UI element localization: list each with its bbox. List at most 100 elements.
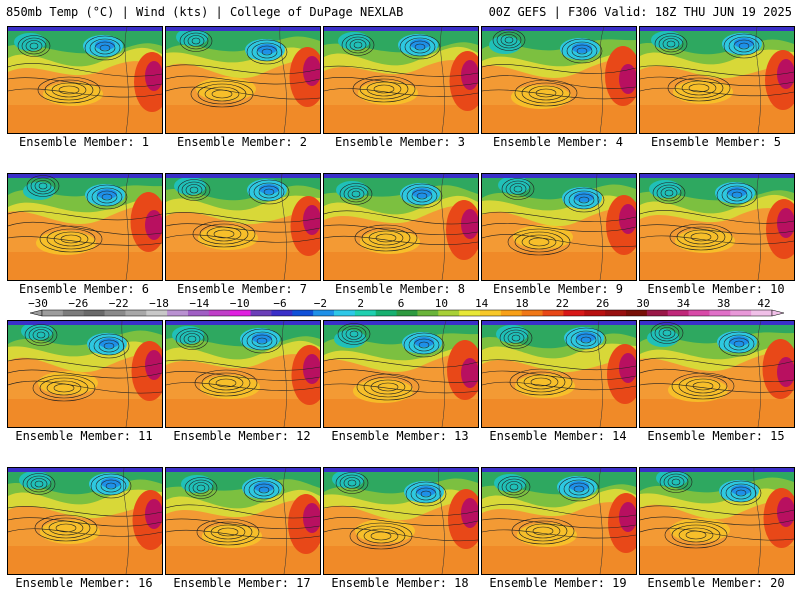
colorbar-swatch <box>62 310 85 316</box>
temperature-field <box>324 174 478 280</box>
ensemble-member-map <box>165 173 321 281</box>
colorbar-swatch <box>521 310 544 316</box>
temperature-field <box>640 321 794 427</box>
ensemble-member-map <box>639 26 795 134</box>
colorbar-swatch <box>709 310 731 316</box>
ensemble-member-map <box>639 320 795 428</box>
temperature-field <box>482 174 636 280</box>
ensemble-member-map <box>7 26 163 134</box>
colorbar-tick-label: −14 <box>189 298 209 310</box>
colorbar-swatch <box>605 310 627 316</box>
colorbar-tick-label: 2 <box>357 298 364 310</box>
colorbar-swatch <box>646 310 669 316</box>
colorbar-swatch <box>396 310 418 316</box>
colorbar-swatch <box>83 310 106 316</box>
colorbar-high-arrow <box>771 309 785 317</box>
colorbar-swatch <box>480 310 502 316</box>
member-label: Ensemble Member: 14 <box>489 429 627 443</box>
ensemble-member-map <box>323 467 479 575</box>
member-label: Ensemble Member: 9 <box>492 282 624 296</box>
member-label: Ensemble Member: 15 <box>647 429 785 443</box>
colorbar-tick-label: −22 <box>109 298 129 310</box>
colorbar-swatch <box>104 310 126 316</box>
member-label: Ensemble Member: 20 <box>647 576 785 590</box>
ensemble-member-map <box>7 173 163 281</box>
member-label: Ensemble Member: 1 <box>18 135 150 149</box>
ensemble-member-map <box>323 173 479 281</box>
colorbar-tick-label: 42 <box>757 298 770 310</box>
ensemble-member-map <box>7 467 163 575</box>
colorbar-tick-label: −18 <box>149 298 169 310</box>
ensemble-member-map <box>323 26 479 134</box>
ensemble-member-map <box>165 320 321 428</box>
member-label: Ensemble Member: 3 <box>334 135 466 149</box>
colorbar-swatch <box>500 310 523 316</box>
colorbar-swatch <box>375 310 398 316</box>
colorbar-swatch <box>667 310 690 316</box>
temperature-field <box>8 174 162 280</box>
temperature-field <box>166 174 320 280</box>
colorbar-swatch <box>208 310 231 316</box>
member-label: Ensemble Member: 17 <box>173 576 311 590</box>
colorbar-swatch <box>188 310 210 316</box>
ensemble-member-map <box>481 26 637 134</box>
temperature-field <box>640 468 794 574</box>
colorbar-tick-label: −6 <box>273 298 286 310</box>
member-label: Ensemble Member: 5 <box>650 135 782 149</box>
ensemble-member-map <box>165 467 321 575</box>
ensemble-member-map <box>639 467 795 575</box>
member-label: Ensemble Member: 16 <box>15 576 153 590</box>
colorbar-swatch <box>459 310 481 316</box>
colorbar-swatch <box>730 310 752 316</box>
temperature-field <box>640 174 794 280</box>
colorbar-swatch <box>313 310 335 316</box>
colorbar-swatch <box>250 310 272 316</box>
temperature-field <box>8 321 162 427</box>
colorbar-swatch <box>334 310 356 316</box>
member-label: Ensemble Member: 13 <box>331 429 469 443</box>
colorbar-swatch <box>626 310 648 316</box>
temperature-field <box>324 27 478 133</box>
ensemble-member-map <box>323 320 479 428</box>
member-label: Ensemble Member: 2 <box>176 135 308 149</box>
colorbar-tick-label: −10 <box>230 298 250 310</box>
temperature-field <box>8 27 162 133</box>
colorbar-swatch <box>542 310 564 316</box>
colorbar-swatch <box>751 310 773 316</box>
temperature-field <box>324 468 478 574</box>
colorbar-tick-label: 38 <box>717 298 730 310</box>
colorbar-swatch <box>688 310 710 316</box>
temperature-field <box>166 468 320 574</box>
member-label: Ensemble Member: 4 <box>492 135 624 149</box>
colorbar-swatch <box>271 310 293 316</box>
ensemble-member-map <box>481 467 637 575</box>
colorbar-swatch <box>563 310 585 316</box>
member-label: Ensemble Member: 10 <box>647 282 785 296</box>
temperature-field <box>482 321 636 427</box>
colorbar-low-arrow <box>29 309 43 317</box>
colorbar-tick-label: 10 <box>435 298 448 310</box>
colorbar-swatch <box>125 310 147 316</box>
colorbar-swatch <box>42 310 64 316</box>
temperature-field <box>8 468 162 574</box>
member-label: Ensemble Member: 12 <box>173 429 311 443</box>
member-label: Ensemble Member: 11 <box>15 429 153 443</box>
colorbar-tick-label: 26 <box>596 298 609 310</box>
colorbar-swatch <box>354 310 377 316</box>
temperature-field <box>482 27 636 133</box>
ensemble-member-map <box>639 173 795 281</box>
temperature-colorbar: −30 −26 −22 −18 −14 −10 −6 −2 2 6 10 14 18 22 26 30 34 38… <box>28 298 785 317</box>
member-label: Ensemble Member: 8 <box>334 282 466 296</box>
colorbar-tick-label: 18 <box>515 298 528 310</box>
colorbar-tick-label: −2 <box>314 298 327 310</box>
colorbar-tick-label: −26 <box>68 298 88 310</box>
colorbar-swatch <box>229 310 252 316</box>
run-valid-time: 00Z GEFS | F306 Valid: 18Z THU JUN 19 20… <box>488 5 792 19</box>
colorbar-swatch <box>167 310 189 316</box>
colorbar-tick-label: 6 <box>398 298 405 310</box>
ensemble-member-map <box>165 26 321 134</box>
colorbar-tick-label: 14 <box>475 298 489 310</box>
member-label: Ensemble Member: 7 <box>176 282 308 296</box>
colorbar-swatch <box>438 310 460 316</box>
map-title: 850mb Temp (°C) | Wind (kts) | College o… <box>6 5 404 19</box>
